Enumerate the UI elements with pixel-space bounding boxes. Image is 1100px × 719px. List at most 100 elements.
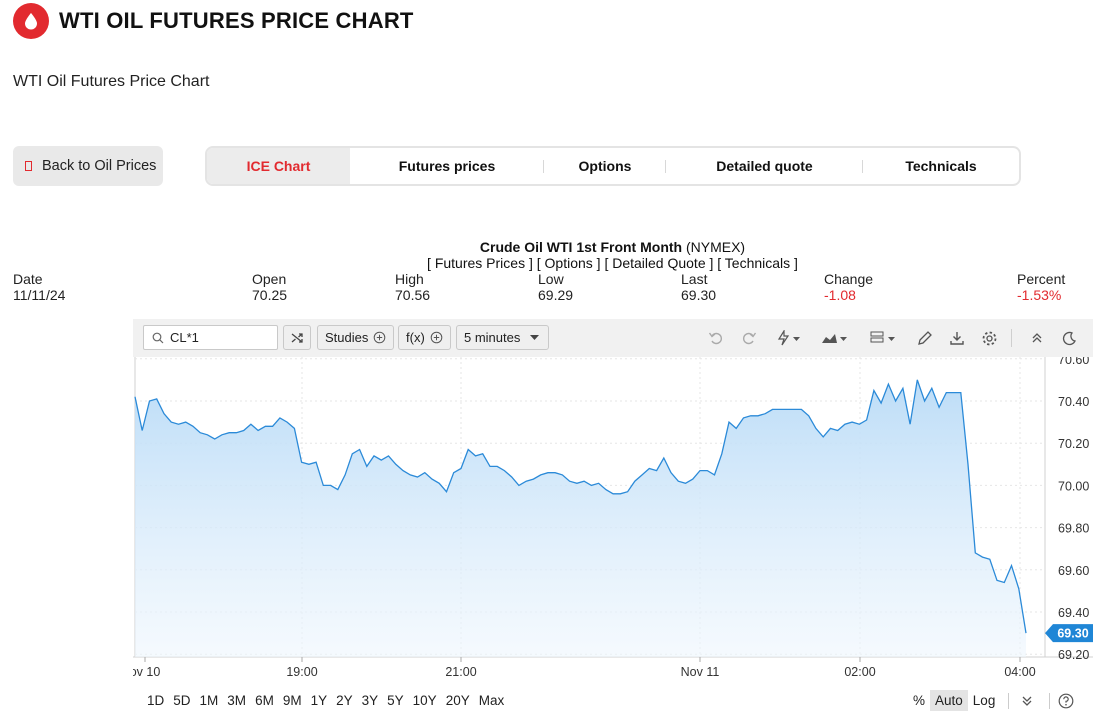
y-tick-label: 70.20 xyxy=(1058,437,1089,451)
quote-percent: Percent -1.53% xyxy=(1017,271,1065,303)
tab-ice-chart[interactable]: ICE Chart xyxy=(207,148,350,184)
tab-options[interactable]: Options xyxy=(544,148,666,184)
quote-high: High 70.56 xyxy=(395,271,430,303)
chart-toolbar: CL*1 Studies f(x) 5 minutes xyxy=(133,319,1093,357)
tab-divider xyxy=(665,160,666,173)
draw-pencil-icon[interactable] xyxy=(915,328,935,348)
quote-change: Change -1.08 xyxy=(824,271,873,303)
quote-links[interactable]: [ Futures Prices ] [ Options ] [ Detaile… xyxy=(427,255,798,271)
tab-label: ICE Chart xyxy=(246,158,311,174)
quote-label: Change xyxy=(824,271,874,287)
y-tick-label: 70.40 xyxy=(1058,395,1089,409)
function-label: f(x) xyxy=(406,330,425,345)
quote-label: Low xyxy=(538,271,564,287)
y-tick-label: 69.80 xyxy=(1058,522,1089,536)
collapse-up-icon[interactable] xyxy=(1027,328,1047,348)
instrument-name: Crude Oil WTI 1st Front Month xyxy=(479,239,683,255)
collapse-down-icon[interactable] xyxy=(1021,695,1033,707)
auto-scale-button[interactable]: Auto xyxy=(930,690,968,711)
plus-circle-icon xyxy=(374,331,386,344)
quote-label: Last xyxy=(681,271,708,287)
search-icon xyxy=(152,332,164,343)
x-tick-label: 19:00 xyxy=(286,665,317,679)
range-button[interactable]: 5D xyxy=(173,693,191,708)
range-button[interactable]: 20Y xyxy=(445,693,470,708)
page-subtitle: WTI Oil Futures Price Chart xyxy=(13,73,210,90)
tab-label: Futures prices xyxy=(398,158,496,174)
events-menu[interactable] xyxy=(773,328,805,348)
quote-title: Crude Oil WTI 1st Front Month (NYMEX) xyxy=(0,239,1100,255)
layers-icon xyxy=(870,331,895,343)
range-button[interactable]: 10Y xyxy=(412,693,437,708)
symbol-search-input[interactable]: CL*1 xyxy=(143,325,278,350)
quote-value: -1.08 xyxy=(824,287,856,303)
tab-detailed-quote[interactable]: Detailed quote xyxy=(666,148,863,184)
oil-drop-logo xyxy=(13,3,49,39)
display-menu[interactable] xyxy=(868,328,900,348)
tab-bar: ICE Chart Futures prices Options Detaile… xyxy=(205,146,1021,186)
y-tick-label: 70.60 xyxy=(1058,357,1089,367)
scale-divider xyxy=(1049,692,1051,709)
tab-label: Detailed quote xyxy=(716,158,813,174)
log-scale-button[interactable]: Log xyxy=(972,693,996,708)
back-to-oil-prices-button[interactable]: Back to Oil Prices xyxy=(13,146,163,186)
range-button[interactable]: 6M xyxy=(255,693,274,708)
quote-value: 70.56 xyxy=(395,287,431,303)
quote-value: 70.25 xyxy=(252,287,288,303)
x-tick-label: 04:00 xyxy=(1004,665,1035,679)
range-button[interactable]: 3Y xyxy=(361,693,379,708)
exchange-name: (NYMEX) xyxy=(685,239,746,255)
quote-label: High xyxy=(395,271,424,287)
range-button[interactable]: 1M xyxy=(199,693,219,708)
function-button[interactable]: f(x) xyxy=(398,325,451,350)
undo-icon[interactable] xyxy=(706,328,726,348)
last-price-badge xyxy=(1045,624,1093,643)
y-tick-label: 69.20 xyxy=(1058,648,1089,662)
x-tick-label: 02:00 xyxy=(844,665,875,679)
range-button[interactable]: 5Y xyxy=(387,693,404,708)
x-tick-label: ov 10 xyxy=(133,665,160,679)
download-icon[interactable] xyxy=(947,328,967,348)
toolbar-divider xyxy=(1011,329,1012,347)
percent-scale-button[interactable]: % xyxy=(913,693,926,708)
y-tick-label: 69.40 xyxy=(1058,606,1089,620)
price-chart[interactable]: 70.60 70.40 70.20 70.00 69.80 69.60 69.40 69.20… xyxy=(133,357,1093,688)
page-header: WTI OIL FUTURES PRICE CHART xyxy=(13,3,414,39)
quote-label: Date xyxy=(13,271,43,287)
range-button[interactable]: 1D xyxy=(147,693,165,708)
y-tick-label: 69.60 xyxy=(1058,564,1089,578)
tab-futures-prices[interactable]: Futures prices xyxy=(350,148,544,184)
range-button[interactable]: 1Y xyxy=(310,693,328,708)
interval-label: 5 minutes xyxy=(464,330,521,345)
tab-divider xyxy=(543,160,544,173)
compare-button[interactable] xyxy=(283,325,311,350)
redo-icon[interactable] xyxy=(739,328,759,348)
range-button[interactable]: 2Y xyxy=(336,693,353,708)
area-chart-icon xyxy=(822,334,847,343)
help-icon[interactable] xyxy=(1058,693,1074,709)
range-button[interactable]: 3M xyxy=(227,693,247,708)
range-button[interactable]: Max xyxy=(478,693,505,708)
quote-value: -1.53% xyxy=(1017,287,1062,303)
quote-open: Open 70.25 xyxy=(252,271,287,303)
lightning-icon xyxy=(777,330,800,346)
quote-last: Last 69.30 xyxy=(681,271,716,303)
tab-label: Options xyxy=(578,158,632,174)
range-button[interactable]: 9M xyxy=(282,693,302,708)
quote-value: 11/11/24 xyxy=(13,287,66,303)
x-tick-label: Nov 11 xyxy=(681,665,720,679)
scale-divider xyxy=(1008,692,1010,709)
tab-label: Technicals xyxy=(905,158,977,174)
quote-label: Percent xyxy=(1017,271,1066,287)
settings-gear-icon[interactable] xyxy=(979,328,999,348)
back-button-label: Back to Oil Prices xyxy=(42,158,157,174)
quote-value: 69.30 xyxy=(681,287,717,303)
last-price-label: 69.30 xyxy=(1057,627,1088,641)
chart-type-menu[interactable] xyxy=(819,328,851,348)
interval-select[interactable]: 5 minutes xyxy=(456,325,549,350)
tab-technicals[interactable]: Technicals xyxy=(863,148,1019,184)
studies-button[interactable]: Studies xyxy=(317,325,395,350)
dark-mode-moon-icon[interactable] xyxy=(1059,328,1079,348)
quote-value: 69.29 xyxy=(538,287,574,303)
quote-date: Date 11/11/24 xyxy=(13,271,65,303)
